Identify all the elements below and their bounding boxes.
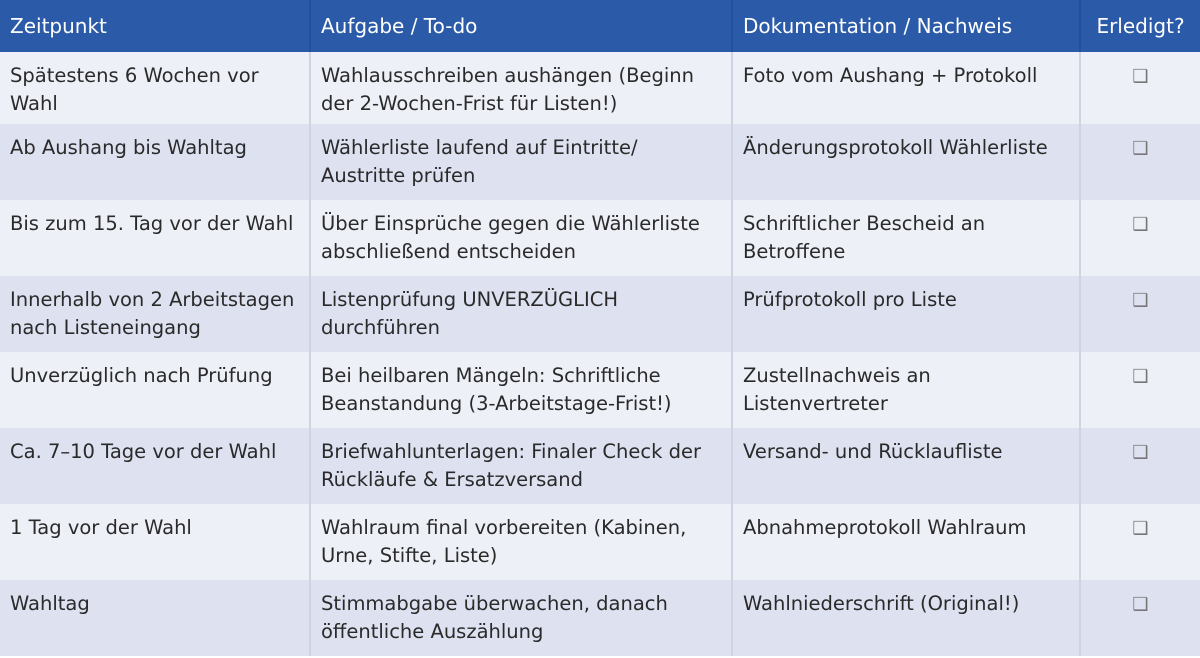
checkbox-icon[interactable]: ❑: [1132, 518, 1149, 539]
cell-nachweis: Wahlniederschrift (Original!): [732, 580, 1081, 656]
cell-zeitpunkt: Ab Aushang bis Wahltag: [0, 124, 311, 200]
checkbox-icon[interactable]: ❑: [1132, 442, 1149, 463]
header-aufgabe: Aufgabe / To-do: [310, 0, 733, 52]
checkbox-icon[interactable]: ❑: [1132, 290, 1149, 311]
table-row: Wahltag Stimmabgabe überwachen, danach öf…: [0, 580, 1200, 656]
cell-aufgabe: Wahlraum final vorbereiten (Kabinen, Urn…: [310, 504, 733, 580]
cell-nachweis: Zustellnachweis an Listenvertreter: [732, 352, 1081, 428]
cell-erledigt: ❑: [1080, 52, 1200, 124]
header-row: Zeitpunkt Aufgabe / To-do Dokumentation …: [0, 0, 1200, 52]
table-row: Ca. 7–10 Tage vor der Wahl Briefwahlunter…: [0, 428, 1200, 504]
cell-aufgabe: Über Einsprüche gegen die Wählerliste ab…: [310, 200, 733, 276]
cell-zeitpunkt: Spätestens 6 Wochen vor Wahl: [0, 52, 311, 124]
checkbox-icon[interactable]: ❑: [1132, 138, 1149, 159]
cell-aufgabe: Stimmabgabe überwachen, danach öffentlic…: [310, 580, 733, 656]
header-zeitpunkt: Zeitpunkt: [0, 0, 311, 52]
cell-zeitpunkt: 1 Tag vor der Wahl: [0, 504, 311, 580]
cell-aufgabe: Listenprüfung UNVERZÜGLICH durchführen: [310, 276, 733, 352]
cell-erledigt: ❑: [1080, 200, 1200, 276]
checkbox-icon[interactable]: ❑: [1132, 594, 1149, 615]
cell-nachweis: Abnahmeprotokoll Wahlraum: [732, 504, 1081, 580]
cell-zeitpunkt: Bis zum 15. Tag vor der Wahl: [0, 200, 311, 276]
cell-erledigt: ❑: [1080, 276, 1200, 352]
table-row: Bis zum 15. Tag vor der Wahl Über Einsprü…: [0, 200, 1200, 276]
cell-erledigt: ❑: [1080, 580, 1200, 656]
cell-nachweis: Schriftlicher Bescheid an Betroffene: [732, 200, 1081, 276]
checkbox-icon[interactable]: ❑: [1132, 214, 1149, 235]
cell-aufgabe: Wahlausschreiben aushängen (Beginn der 2…: [310, 52, 733, 124]
checkbox-icon[interactable]: ❑: [1132, 366, 1149, 387]
table-row: Ab Aushang bis Wahltag Wählerliste laufen…: [0, 124, 1200, 200]
table-row: 1 Tag vor der Wahl Wahlraum final vorbere…: [0, 504, 1200, 580]
cell-erledigt: ❑: [1080, 504, 1200, 580]
cell-nachweis: Foto vom Aushang + Protokoll: [732, 52, 1081, 124]
cell-nachweis: Prüfprotokoll pro Liste: [732, 276, 1081, 352]
table-row: Unverzüglich nach Prüfung Bei heilbaren M…: [0, 352, 1200, 428]
table-row: Innerhalb von 2 Arbeitstagen nach Listen…: [0, 276, 1200, 352]
cell-zeitpunkt: Ca. 7–10 Tage vor der Wahl: [0, 428, 311, 504]
cell-erledigt: ❑: [1080, 428, 1200, 504]
cell-zeitpunkt: Wahltag: [0, 580, 311, 656]
cell-erledigt: ❑: [1080, 352, 1200, 428]
cell-nachweis: Änderungsprotokoll Wählerliste: [732, 124, 1081, 200]
cell-zeitpunkt: Unverzüglich nach Prüfung: [0, 352, 311, 428]
checkbox-icon[interactable]: ❑: [1132, 66, 1149, 87]
table-row: Spätestens 6 Wochen vor Wahl Wahlausschre…: [0, 52, 1200, 124]
cell-erledigt: ❑: [1080, 124, 1200, 200]
cell-zeitpunkt: Innerhalb von 2 Arbeitstagen nach Listen…: [0, 276, 311, 352]
cell-aufgabe: Bei heilbaren Mängeln: Schriftliche Bean…: [310, 352, 733, 428]
cell-aufgabe: Briefwahlunterlagen: Finaler Check der R…: [310, 428, 733, 504]
header-erledigt: Erledigt?: [1080, 0, 1200, 52]
header-nachweis: Dokumentation / Nachweis: [732, 0, 1081, 52]
cell-nachweis: Versand- und Rücklaufliste: [732, 428, 1081, 504]
cell-aufgabe: Wählerliste laufend auf Eintritte/ Austr…: [310, 124, 733, 200]
